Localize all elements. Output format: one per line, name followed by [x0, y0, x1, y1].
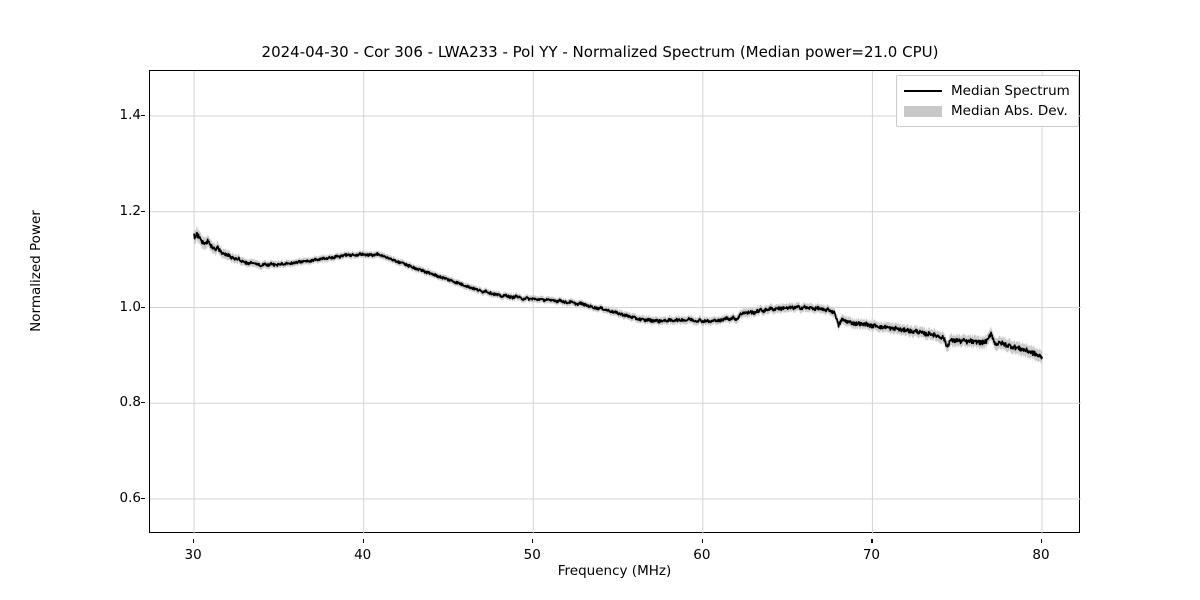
x-tick-label: 30	[184, 547, 202, 563]
x-tick-mark	[871, 539, 873, 543]
y-tick-mark	[141, 210, 145, 212]
legend-item-median-abs-dev: Median Abs. Dev.	[904, 101, 1070, 121]
x-tick-label: 50	[523, 547, 541, 563]
median-spectrum-line	[193, 231, 1043, 360]
y-tick-mark	[141, 498, 145, 500]
x-tick-mark	[532, 539, 534, 543]
legend-label: Median Abs. Dev.	[951, 103, 1068, 119]
line-swatch-icon	[904, 84, 942, 98]
y-tick-label: 1.4	[119, 107, 141, 123]
spectrum-plot-svg	[150, 71, 1081, 534]
x-tick-mark	[193, 539, 195, 543]
median-abs-dev-band	[194, 226, 1043, 365]
y-gridlines	[150, 115, 1081, 500]
x-tick-mark	[362, 539, 364, 543]
patch-swatch-icon	[904, 104, 942, 118]
page-title: 2024-04-30 - Cor 306 - LWA233 - Pol YY -…	[261, 43, 939, 61]
x-tick-label: 60	[693, 547, 711, 563]
y-tick-mark	[141, 115, 145, 117]
plot-area	[149, 70, 1081, 534]
chart-legend: Median Spectrum Median Abs. Dev.	[896, 75, 1079, 127]
y-tick-label: 1.0	[119, 298, 141, 315]
y-tick-label: 1.2	[119, 202, 141, 219]
y-tick-label: 0.6	[119, 490, 141, 507]
y-axis-label: Normalized Power	[28, 210, 44, 332]
y-tick-mark	[141, 306, 145, 308]
y-axis-ticks: 0.6 0.8 1.0 1.2 1.4	[95, 70, 145, 533]
x-tick-mark	[1040, 539, 1043, 543]
x-tick-label: 70	[862, 547, 880, 563]
y-tick-label: 0.8	[119, 394, 141, 411]
x-tick-label: 40	[354, 547, 372, 563]
y-tick-mark	[141, 402, 145, 404]
x-tick-label: 80	[1032, 547, 1050, 563]
x-axis-label: Frequency (MHz)	[557, 563, 672, 579]
x-axis-ticks: 30 40 50 60 70 80	[149, 539, 1080, 563]
x-tick-mark	[701, 539, 704, 543]
x-gridlines	[193, 71, 1043, 534]
legend-item-median-spectrum: Median Spectrum	[904, 81, 1070, 101]
legend-label: Median Spectrum	[951, 83, 1070, 99]
